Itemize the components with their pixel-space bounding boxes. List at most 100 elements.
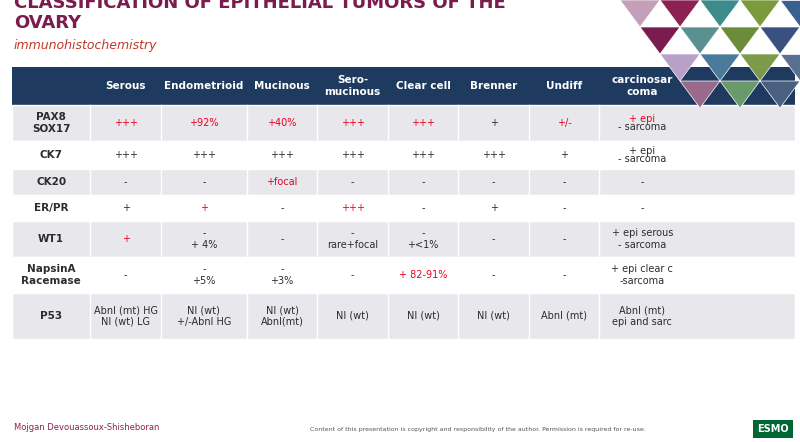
- Text: +++: +++: [482, 150, 506, 160]
- Text: +: +: [200, 203, 208, 213]
- Text: -: -: [562, 203, 566, 213]
- Text: -: -: [641, 203, 644, 213]
- Polygon shape: [680, 27, 720, 54]
- Text: -: -: [124, 270, 127, 280]
- Text: +++: +++: [411, 118, 435, 128]
- Text: +++: +++: [341, 118, 365, 128]
- Text: PAX8
SOX17: PAX8 SOX17: [32, 112, 70, 134]
- Text: NapsinA
Racemase: NapsinA Racemase: [22, 264, 81, 286]
- Text: Endometrioid: Endometrioid: [164, 81, 243, 91]
- Text: +40%: +40%: [267, 118, 297, 128]
- Text: +++: +++: [341, 203, 365, 213]
- Text: NI (wt)
+/-Abnl HG: NI (wt) +/-Abnl HG: [177, 305, 231, 327]
- Text: -
+ 4%: - + 4%: [190, 228, 217, 250]
- Text: -: -: [422, 203, 425, 213]
- Polygon shape: [760, 27, 800, 54]
- Text: P53: P53: [40, 311, 62, 321]
- Text: - sarcoma: - sarcoma: [618, 122, 666, 133]
- Text: Mucinous: Mucinous: [254, 81, 310, 91]
- Polygon shape: [700, 0, 740, 27]
- Text: NI (wt): NI (wt): [477, 311, 510, 321]
- Text: -: -: [280, 203, 284, 213]
- FancyBboxPatch shape: [12, 293, 795, 339]
- Text: + 82-91%: + 82-91%: [399, 270, 447, 280]
- FancyBboxPatch shape: [753, 420, 793, 438]
- Text: -: -: [492, 177, 495, 187]
- Text: +: +: [490, 118, 498, 128]
- Text: -: -: [280, 234, 284, 244]
- Text: Brenner: Brenner: [470, 81, 517, 91]
- Text: Undiff: Undiff: [546, 81, 582, 91]
- Text: + epi: + epi: [630, 145, 655, 156]
- Text: Content of this presentation is copyright and responsibility of the author. Perm: Content of this presentation is copyrigh…: [310, 427, 646, 432]
- Text: +: +: [560, 150, 568, 160]
- Text: +++: +++: [341, 150, 365, 160]
- Text: +: +: [490, 203, 498, 213]
- Text: -: -: [202, 177, 206, 187]
- Polygon shape: [680, 81, 720, 108]
- Polygon shape: [660, 0, 700, 27]
- Text: Abnl (mt)
epi and sarc: Abnl (mt) epi and sarc: [612, 305, 672, 327]
- FancyBboxPatch shape: [12, 105, 795, 141]
- Text: -
+3%: - +3%: [270, 264, 294, 286]
- Text: + epi: + epi: [630, 114, 655, 123]
- Polygon shape: [740, 0, 780, 27]
- Text: -
rare+focal: - rare+focal: [327, 228, 378, 250]
- Text: -
+<1%: - +<1%: [407, 228, 438, 250]
- FancyBboxPatch shape: [12, 195, 795, 221]
- Text: WT1: WT1: [38, 234, 64, 244]
- Text: Clear cell: Clear cell: [396, 81, 450, 91]
- Text: -: -: [562, 177, 566, 187]
- Text: NI (wt): NI (wt): [336, 311, 369, 321]
- Text: -: -: [492, 234, 495, 244]
- Text: Abnl (mt) HG
NI (wt) LG: Abnl (mt) HG NI (wt) LG: [94, 305, 158, 327]
- Text: +++: +++: [114, 150, 138, 160]
- Text: -: -: [562, 270, 566, 280]
- Text: -: -: [492, 270, 495, 280]
- Text: CK20: CK20: [36, 177, 66, 187]
- Text: -: -: [641, 177, 644, 187]
- FancyBboxPatch shape: [12, 221, 795, 257]
- Text: carcinosar
coma: carcinosar coma: [612, 75, 673, 97]
- Text: Mojgan Devouassoux-Shisheboran: Mojgan Devouassoux-Shisheboran: [14, 423, 159, 432]
- Text: +92%: +92%: [189, 118, 218, 128]
- Text: -: -: [562, 234, 566, 244]
- Polygon shape: [700, 54, 740, 81]
- FancyBboxPatch shape: [12, 67, 795, 105]
- Text: +++: +++: [270, 150, 294, 160]
- Text: NI (wt)
Abnl(mt): NI (wt) Abnl(mt): [261, 305, 303, 327]
- Polygon shape: [780, 0, 800, 27]
- Polygon shape: [620, 0, 660, 27]
- Text: +: +: [122, 203, 130, 213]
- Polygon shape: [640, 27, 680, 54]
- Text: -: -: [124, 177, 127, 187]
- FancyBboxPatch shape: [12, 141, 795, 169]
- Polygon shape: [740, 54, 780, 81]
- Text: OVARY: OVARY: [14, 14, 81, 32]
- Polygon shape: [760, 81, 800, 108]
- Text: Sero-
mucinous: Sero- mucinous: [325, 75, 381, 97]
- Text: Abnl (mt): Abnl (mt): [541, 311, 587, 321]
- Text: +++: +++: [192, 150, 216, 160]
- Text: immunohistochemistry: immunohistochemistry: [14, 39, 158, 52]
- Polygon shape: [720, 81, 760, 108]
- Text: +/-: +/-: [557, 118, 571, 128]
- Text: + epi clear c
-sarcoma: + epi clear c -sarcoma: [611, 264, 674, 286]
- Text: -: -: [351, 177, 354, 187]
- Text: -: -: [422, 177, 425, 187]
- FancyBboxPatch shape: [12, 169, 795, 195]
- Text: - sarcoma: - sarcoma: [618, 155, 666, 164]
- Text: CLASSIFICATION OF EPITHELIAL TUMORS OF THE: CLASSIFICATION OF EPITHELIAL TUMORS OF T…: [14, 0, 506, 12]
- Polygon shape: [720, 27, 760, 54]
- Text: -
+5%: - +5%: [192, 264, 215, 286]
- Text: +: +: [122, 234, 130, 244]
- Text: +focal: +focal: [266, 177, 298, 187]
- Polygon shape: [660, 54, 700, 81]
- Text: +++: +++: [114, 118, 138, 128]
- Text: + epi serous
- sarcoma: + epi serous - sarcoma: [612, 228, 673, 250]
- Text: +++: +++: [411, 150, 435, 160]
- Text: ER/PR: ER/PR: [34, 203, 69, 213]
- Text: CK7: CK7: [40, 150, 62, 160]
- Text: NI (wt): NI (wt): [406, 311, 439, 321]
- Polygon shape: [780, 54, 800, 81]
